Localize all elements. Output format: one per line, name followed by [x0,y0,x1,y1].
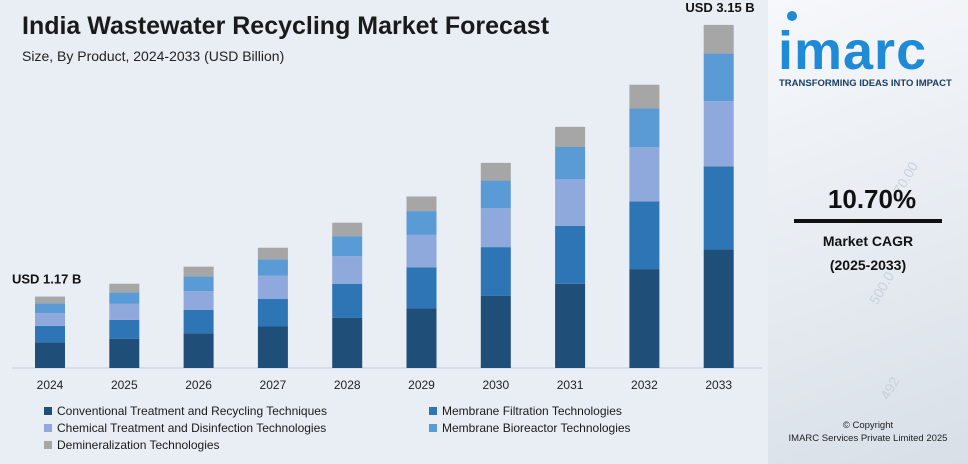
bar-segment [332,236,363,257]
imarc-logo: imarc [778,21,928,81]
bar-segment [183,276,214,292]
bar-segment [703,24,734,54]
x-tick-label: 2033 [705,378,732,392]
legend-swatch [44,441,52,449]
x-tick-label: 2024 [37,378,64,392]
bar-segment [332,317,363,368]
brand-tagline: TRANSFORMING IDEAS INTO IMPACT [779,78,952,89]
bar-segment [629,108,660,147]
logo-dot [787,11,797,21]
bar-segment [703,166,734,250]
bar-segment [109,303,140,320]
bar-segment [257,259,288,276]
bar-segment [183,333,214,368]
legend-label: Chemical Treatment and Disinfection Tech… [57,421,327,435]
bar-segment [629,146,660,202]
bar-segment [257,247,288,260]
bar-segment [35,296,65,304]
total-annotation: USD 1.17 B [12,272,81,287]
legend-swatch [44,407,52,415]
bar-segment [257,275,288,300]
bar-segment [109,283,140,293]
legend-label: Membrane Bioreactor Technologies [442,421,631,435]
cagr-label: Market CAGR [822,233,914,249]
x-tick-label: 2025 [111,378,138,392]
bar-segment [109,319,140,339]
bar-segment [703,101,734,167]
company-name: IMARC Services Private Limited 2025 [788,433,948,444]
cagr-value: 10.70% [827,184,917,214]
legend-label: Conventional Treatment and Recycling Tec… [57,404,327,418]
bar-segment [555,225,586,284]
bar-segment [109,292,140,304]
x-tick-label: 2032 [631,378,658,392]
annotations: USD 1.17 B USD 3.15 B [12,0,755,287]
cagr-divider [794,219,942,223]
bar-chart: 2024 2025 2026 2027 2028 2029 2030 2031 2032 2033… [12,0,762,392]
bar-segment [703,249,734,368]
bar-segment [35,303,65,314]
x-tick-label: 2030 [482,378,509,392]
bar-segment [406,196,437,212]
brand-panel: 70.00 500.0 492 imarc TRANSFORMING IDEAS… [768,0,968,464]
bar-segment [406,234,437,268]
x-tick-label: 2028 [334,378,361,392]
legend-item: Membrane Filtration Technologies [429,404,622,418]
bar-segment [35,325,65,343]
x-tick-label: 2027 [260,378,287,392]
bar-segment [703,53,734,102]
legend-item: Conventional Treatment and Recycling Tec… [44,404,327,418]
bars-group [35,24,734,368]
decor-number: 492 [876,373,903,403]
legend-label: Membrane Filtration Technologies [442,404,622,418]
bar-segment [257,299,288,327]
bar-segment [555,146,586,180]
total-annotation: USD 3.15 B [685,0,754,15]
legend-swatch [429,407,437,415]
x-tick-labels: 2024 2025 2026 2027 2028 2029 2030 2031 2032 2033 [37,378,733,392]
copyright-text: © Copyright [842,420,894,431]
decor-number: 500.0 [865,268,898,308]
bar-segment [555,283,586,368]
bar-segment [555,126,586,147]
chart-panel: India Wastewater Recycling Market Foreca… [0,0,768,464]
legend-swatch [44,424,52,432]
bar-segment [406,267,437,309]
legend-item: Membrane Bioreactor Technologies [429,421,631,435]
bar-segment [480,162,511,181]
legend-swatch [429,424,437,432]
chart-subtitle: Size, By Product, 2024-2033 (USD Billion… [22,48,285,64]
cagr-period: (2025-2033) [829,257,907,273]
x-tick-label: 2026 [185,378,212,392]
bar-segment [35,342,65,368]
bar-segment [257,326,288,368]
bar-segment [332,222,363,237]
chart-title: India Wastewater Recycling Market Foreca… [22,12,550,40]
bar-segment [183,291,214,310]
bar-segment [480,208,511,248]
legend-item: Demineralization Technologies [44,438,220,452]
x-tick-label: 2029 [408,378,435,392]
bar-segment [406,211,437,235]
bar-segment [183,310,214,334]
bar-segment [480,295,511,368]
bar-segment [480,180,511,209]
bar-segment [183,266,214,277]
bar-segment [629,84,660,109]
bar-segment [406,308,437,368]
bar-segment [629,269,660,368]
bar-segment [629,201,660,270]
bar-segment [35,313,65,326]
bar-segment [332,256,363,284]
x-tick-label: 2031 [557,378,584,392]
bar-segment [480,247,511,296]
bar-segment [555,179,586,226]
legend-label: Demineralization Technologies [57,438,220,452]
bar-segment [109,338,140,368]
bar-segment [332,283,363,318]
legend-item: Chemical Treatment and Disinfection Tech… [44,421,326,435]
